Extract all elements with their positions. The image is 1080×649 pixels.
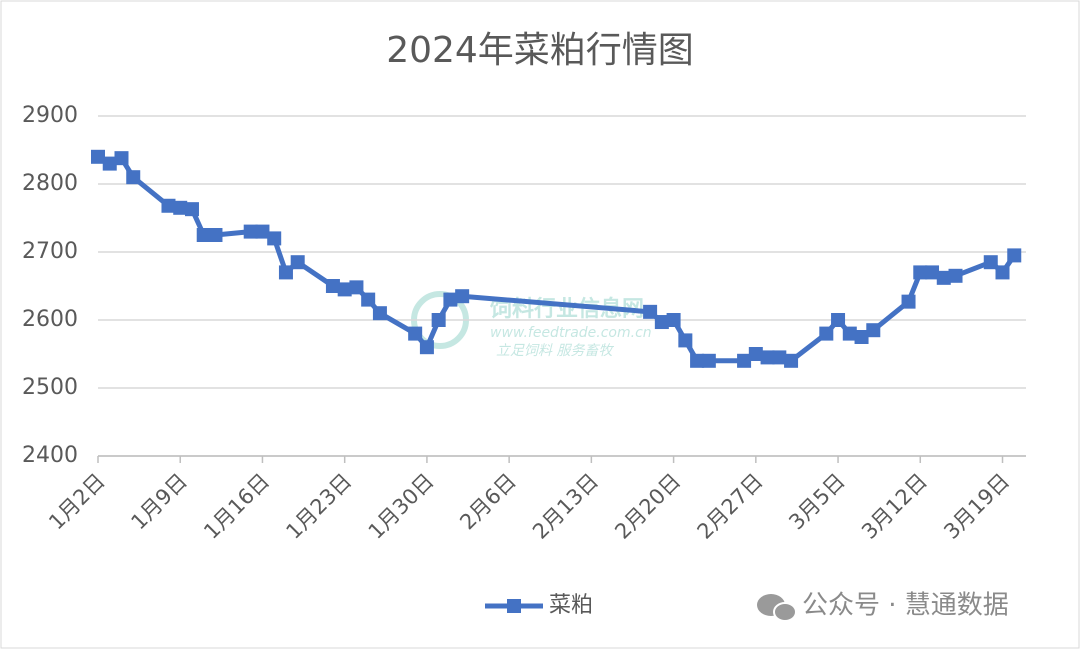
point-marker [913, 265, 928, 280]
point-marker [901, 294, 916, 309]
point-marker [290, 255, 305, 270]
point-marker [325, 279, 340, 293]
point-marker [784, 353, 799, 368]
chart-title: 2024年菜粕行情图 [386, 30, 694, 71]
y-tick-label: 2800 [22, 171, 78, 196]
point-marker [91, 149, 105, 164]
point-marker [701, 353, 716, 368]
point-marker [737, 353, 752, 368]
point-marker [772, 350, 787, 365]
point-marker [842, 326, 857, 341]
point-marker [267, 231, 282, 246]
source-tag: 公众号 · 慧通数据 [757, 591, 1009, 622]
point-marker [372, 306, 387, 321]
legend-marker [507, 599, 521, 613]
point-marker [854, 330, 869, 344]
point-marker [643, 304, 658, 319]
wechat-icon [773, 602, 797, 622]
point-marker [173, 200, 188, 215]
point-marker [361, 292, 376, 307]
point-marker [819, 326, 834, 341]
point-marker [678, 333, 693, 348]
point-marker [666, 313, 681, 327]
point-marker [278, 265, 293, 280]
point-marker [831, 313, 846, 327]
point-marker [760, 350, 775, 365]
point-marker [936, 270, 951, 285]
point-marker [184, 202, 199, 217]
y-tick-label: 2600 [22, 307, 78, 332]
point-marker [255, 224, 270, 239]
point-marker [196, 228, 211, 242]
point-marker [126, 170, 141, 185]
legend-label: 菜粕 [549, 593, 593, 618]
y-tick-label: 2500 [22, 375, 78, 400]
point-marker [243, 224, 258, 239]
point-marker [337, 282, 352, 297]
point-marker [161, 198, 176, 213]
point-marker [748, 347, 763, 361]
point-marker [455, 289, 470, 304]
point-marker [654, 315, 669, 330]
point-marker [690, 353, 705, 368]
point-marker [408, 326, 423, 341]
watermark-slogan: 立足饲料 服务畜牧 [496, 343, 614, 359]
y-tick-label: 2400 [22, 443, 78, 468]
point-marker [1007, 248, 1022, 263]
point-marker [925, 265, 940, 280]
y-tick-label: 2900 [22, 103, 78, 128]
watermark-url: www.feedtrade.com.cn [490, 325, 652, 341]
point-marker [443, 292, 458, 307]
point-marker [866, 323, 881, 338]
point-marker [419, 340, 434, 355]
point-marker [995, 265, 1010, 280]
point-marker [102, 156, 117, 171]
point-marker [349, 280, 364, 295]
point-marker [431, 313, 446, 327]
point-marker [948, 268, 963, 283]
y-tick-label: 2700 [22, 239, 78, 264]
point-marker [983, 255, 998, 270]
point-marker [114, 151, 129, 166]
point-marker [208, 228, 223, 242]
source-tag-text: 公众号 · 慧通数据 [802, 591, 1009, 621]
